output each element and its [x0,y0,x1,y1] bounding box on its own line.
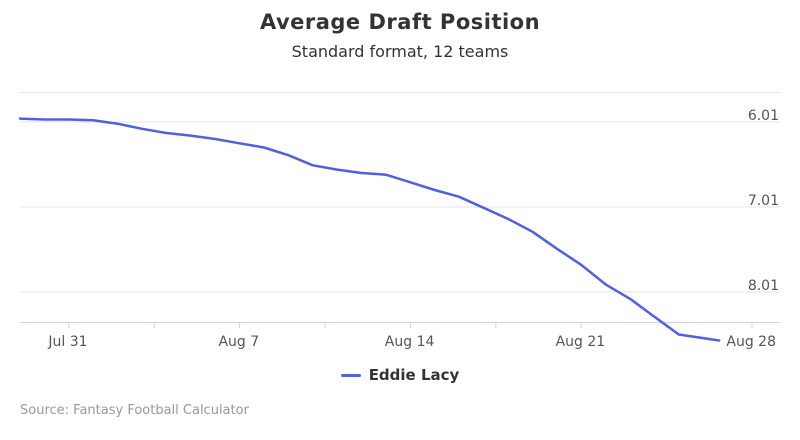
chart-title: Average Draft Position [259,10,541,34]
data-point[interactable] [188,133,194,139]
chart-subtitle: Standard format, 12 teams [291,42,509,61]
data-point[interactable] [334,167,340,173]
y-tick-label: 6.01 [748,108,779,124]
x-tick-label: Aug 7 [218,334,259,350]
credits[interactable]: Source: Fantasy Football Calculator [20,403,249,418]
data-point[interactable] [529,229,535,235]
data-point[interactable] [716,338,722,344]
data-point[interactable] [383,172,389,178]
grid-lines [20,92,780,293]
legend-item-eddie-lacy[interactable]: Eddie Lacy [340,366,460,384]
data-point[interactable] [310,162,316,168]
x-tick-label: Aug 28 [726,334,776,350]
data-point[interactable] [627,296,633,302]
x-tick-label: Aug 21 [556,334,606,350]
x-tick-label: Jul 31 [47,334,87,350]
data-point[interactable] [212,136,218,142]
data-point[interactable] [261,145,267,151]
data-point[interactable] [578,262,584,268]
data-point[interactable] [41,117,47,123]
series-group [17,116,722,344]
data-point[interactable] [554,246,560,252]
data-point[interactable] [163,130,169,136]
data-point[interactable] [676,332,682,338]
y-axis: 6.01 7.01 8.01 [748,108,779,294]
data-point[interactable] [139,126,145,132]
data-point[interactable] [456,194,462,200]
data-point[interactable] [505,216,511,222]
y-tick-label: 7.01 [748,193,779,209]
data-point[interactable] [651,314,657,320]
data-point[interactable] [90,117,96,123]
x-tick-label: Aug 14 [385,334,435,350]
data-point[interactable] [115,121,121,127]
y-tick-label: 8.01 [748,278,779,294]
data-point[interactable] [481,205,487,211]
data-point[interactable] [66,117,72,123]
data-point[interactable] [407,179,413,185]
data-point[interactable] [359,170,365,176]
data-point[interactable] [432,187,438,193]
x-axis: Jul 31 Aug 7 Aug 14 Aug 21 Aug 28 [20,322,780,350]
data-point[interactable] [285,152,291,158]
legend-swatch [340,373,361,377]
legend: Eddie Lacy [0,366,800,384]
data-point[interactable] [17,116,23,122]
series-line-eddie-lacy[interactable] [18,117,721,342]
data-point[interactable] [237,140,243,146]
legend-label: Eddie Lacy [368,366,460,384]
data-point[interactable] [603,281,609,287]
